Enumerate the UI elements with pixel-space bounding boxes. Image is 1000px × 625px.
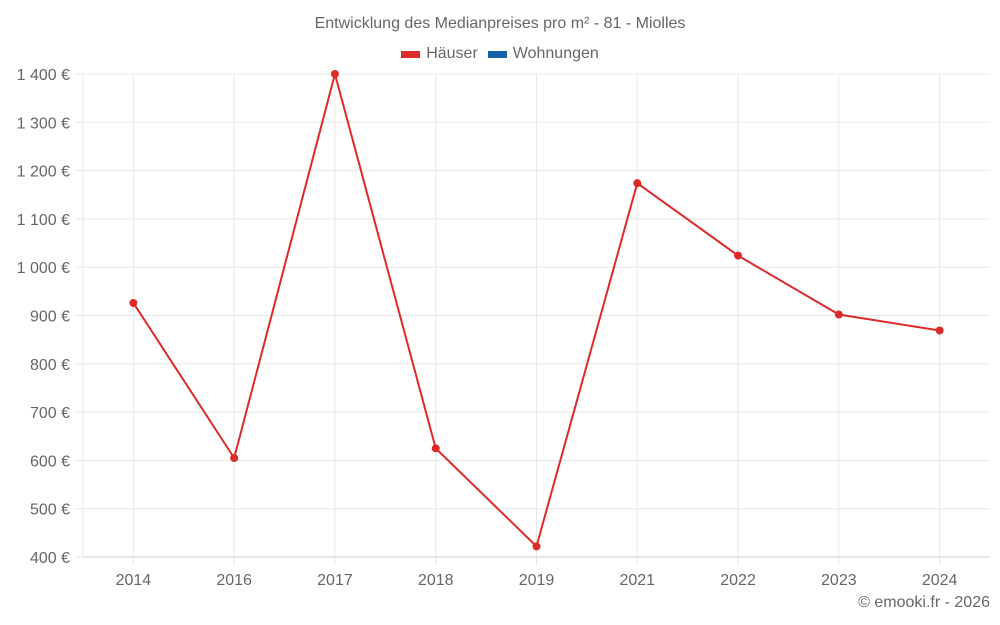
y-tick-label: 700 €: [30, 405, 70, 422]
y-tick-label: 1 200 €: [17, 164, 70, 181]
legend-item-haeuser[interactable]: Häuser: [401, 45, 478, 63]
y-tick-label: 1 300 €: [17, 115, 70, 132]
copyright-credit: © emooki.fr - 2026: [858, 594, 990, 611]
data-point[interactable]: [633, 179, 642, 188]
x-tick-label: 2014: [116, 572, 152, 589]
legend-label-wohnungen: Wohnungen: [512, 45, 599, 62]
x-tick-label: 2024: [922, 572, 958, 589]
chart-title: Entwicklung des Medianpreises pro m² - 8…: [314, 15, 686, 32]
legend-label-haeuser: Häuser: [426, 45, 478, 62]
x-tick-label: 2018: [418, 572, 454, 589]
y-tick-label: 1 000 €: [17, 260, 70, 277]
x-tick-label: 2021: [619, 572, 655, 589]
data-point[interactable]: [935, 326, 944, 335]
legend-swatch-haeuser: [401, 50, 421, 58]
data-point[interactable]: [734, 251, 743, 260]
data-point[interactable]: [330, 70, 339, 78]
x-tick-label: 2019: [519, 572, 555, 589]
x-tick-label: 2016: [216, 572, 252, 589]
data-point[interactable]: [532, 542, 541, 551]
y-tick-label: 1 100 €: [17, 212, 70, 229]
legend-swatch-wohnungen: [487, 50, 507, 58]
x-tick-label: 2017: [317, 572, 353, 589]
y-tick-label: 500 €: [30, 502, 70, 519]
legend-item-wohnungen[interactable]: Wohnungen: [487, 45, 599, 63]
y-tick-label: 1 400 €: [17, 67, 70, 84]
y-tick-label: 800 €: [30, 357, 70, 374]
data-point[interactable]: [834, 310, 843, 319]
x-tick-label: 2023: [821, 572, 857, 589]
data-point[interactable]: [129, 298, 138, 307]
data-point[interactable]: [431, 444, 440, 453]
y-tick-label: 400 €: [30, 550, 70, 567]
x-tick-label: 2022: [720, 572, 756, 589]
chart-legend: Häuser Wohnungen: [0, 45, 1000, 63]
y-tick-label: 600 €: [30, 453, 70, 470]
data-point[interactable]: [230, 453, 239, 462]
y-tick-label: 900 €: [30, 309, 70, 326]
